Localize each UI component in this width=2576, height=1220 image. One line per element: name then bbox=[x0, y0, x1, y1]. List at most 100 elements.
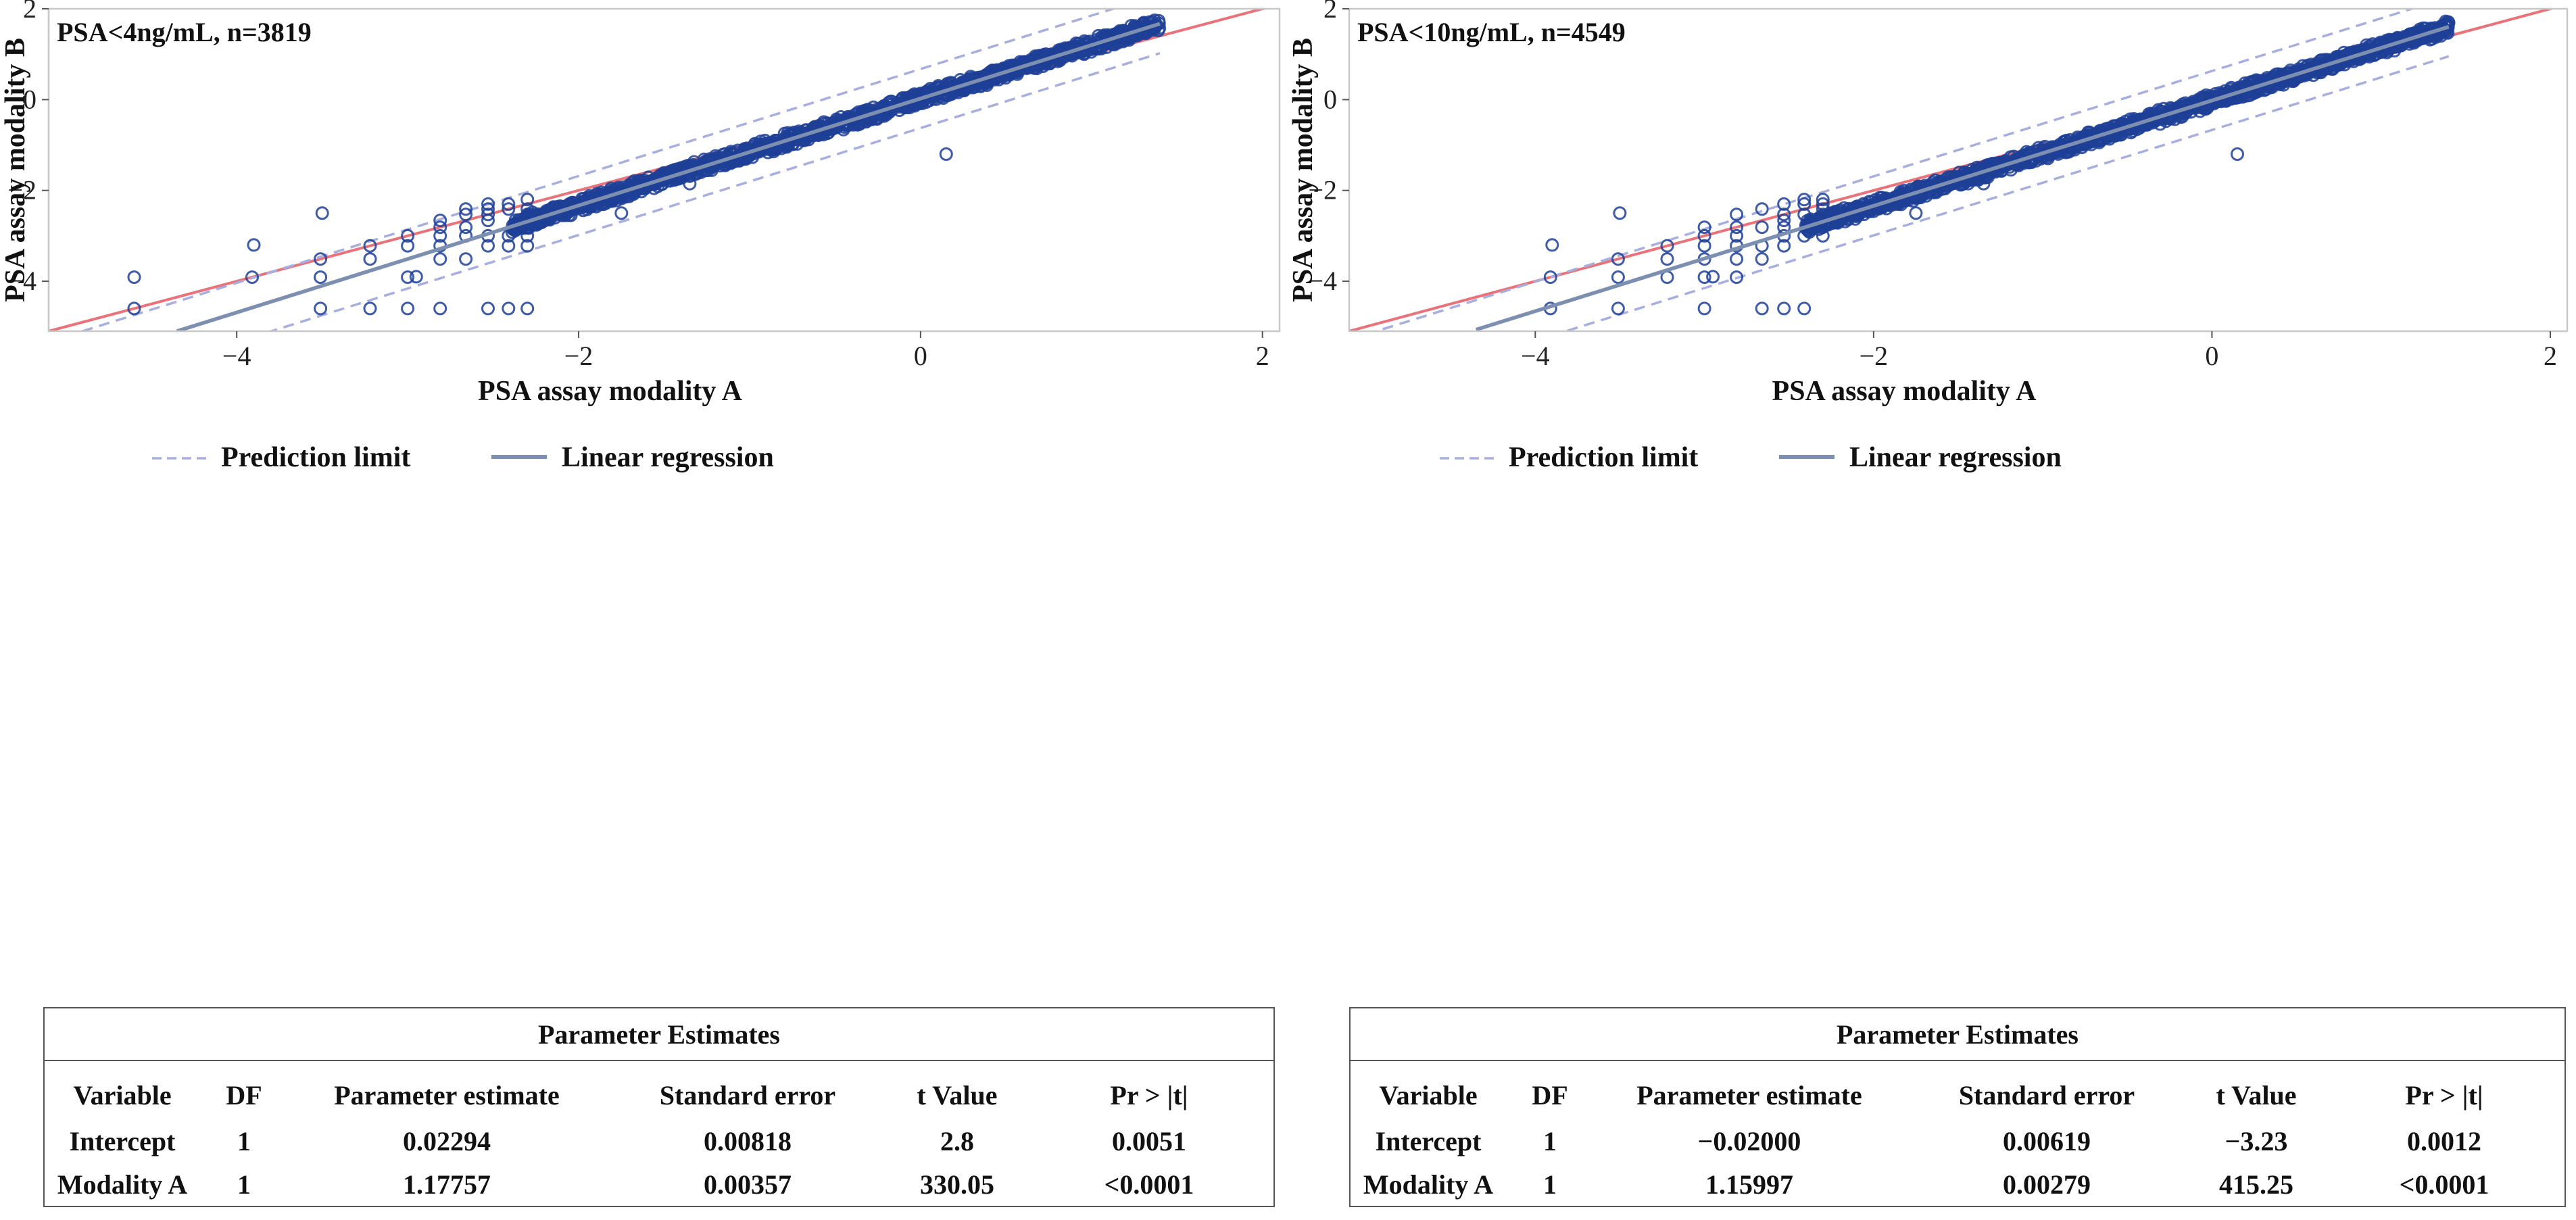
data-point bbox=[1697, 239, 1711, 253]
data-point bbox=[433, 220, 447, 235]
prediction-limit-upper bbox=[78, 9, 1117, 331]
data-point bbox=[1730, 220, 1744, 235]
cell-p-value: <0.0001 bbox=[2399, 1169, 2489, 1200]
data-point bbox=[1797, 208, 1812, 222]
data-point bbox=[459, 220, 473, 235]
cell-p-value: 0.0012 bbox=[2407, 1125, 2481, 1156]
data-point bbox=[1797, 301, 1812, 316]
cell-df: 1 bbox=[1543, 1169, 1557, 1200]
data-point bbox=[433, 214, 447, 228]
column-header-standard-error: Standard error bbox=[1958, 1079, 2135, 1111]
x-tick-label: 0 bbox=[2205, 341, 2218, 371]
data-point bbox=[1797, 228, 1812, 243]
x-tick-label: 2 bbox=[1256, 341, 1269, 371]
data-point bbox=[502, 239, 516, 253]
data-point bbox=[481, 208, 495, 222]
data-point bbox=[1797, 193, 1812, 207]
data-point bbox=[1777, 208, 1791, 222]
y-tick-label: −2 bbox=[1308, 175, 1337, 205]
data-point bbox=[1697, 228, 1711, 243]
x-tick-label: −2 bbox=[1860, 341, 1889, 371]
cell-variable: Intercept bbox=[1375, 1125, 1482, 1156]
data-point bbox=[401, 301, 415, 316]
column-header-t-value: t Value bbox=[2216, 1079, 2297, 1111]
x-axis-title: PSA assay modality A bbox=[1772, 376, 2037, 407]
chart-panel-psa-lt-10: −4 −2 0 2 −4 −2 0 2 PSA<10ng/mL, n=4549 PSA assay… bbox=[1288, 0, 2576, 1220]
column-header-standard-error: Standard error bbox=[659, 1079, 836, 1111]
data-point bbox=[1611, 270, 1625, 285]
data-point bbox=[247, 238, 261, 252]
chart-annotation: PSA<4ng/mL, n=3819 bbox=[57, 17, 312, 47]
table-row: Modality A 1 1.15997 0.00279 415.25 <0.0… bbox=[1350, 1163, 2565, 1206]
data-point bbox=[481, 301, 495, 316]
data-point bbox=[314, 252, 328, 266]
data-point bbox=[401, 270, 415, 285]
legend: Prediction limit Linear regression bbox=[152, 442, 774, 473]
column-header-df: DF bbox=[1532, 1079, 1568, 1111]
column-header-df: DF bbox=[226, 1079, 262, 1111]
data-point bbox=[1697, 220, 1711, 235]
y-axis-title: PSA assay modality B bbox=[1288, 38, 1319, 302]
data-point bbox=[401, 228, 415, 243]
data-point bbox=[520, 202, 535, 216]
table-title: Parameter Estimates bbox=[44, 1008, 1274, 1061]
data-point bbox=[1909, 206, 1923, 220]
data-point bbox=[1777, 301, 1791, 316]
data-point bbox=[1755, 202, 1769, 216]
cell-variable: Modality A bbox=[57, 1169, 188, 1200]
cell-t-value: 2.8 bbox=[940, 1125, 974, 1156]
legend-linear-regression-label: Linear regression bbox=[562, 442, 774, 473]
data-point bbox=[127, 270, 141, 285]
data-point bbox=[1697, 301, 1711, 316]
data-point bbox=[683, 176, 697, 191]
data-point bbox=[433, 252, 447, 266]
cell-std-error: 0.00619 bbox=[2003, 1125, 2091, 1156]
cell-std-error: 0.00279 bbox=[2003, 1169, 2091, 1200]
y-axis-title: PSA assay modality B bbox=[0, 38, 31, 302]
data-point bbox=[502, 197, 516, 211]
x-tick-label: 0 bbox=[914, 341, 927, 371]
data-point bbox=[502, 301, 516, 316]
scatter-chart-psa-lt-10: −4 −2 0 2 −4 −2 0 2 PSA<10ng/mL, n=4549 PSA assay… bbox=[1288, 0, 2569, 473]
data-point bbox=[1730, 252, 1744, 266]
cell-t-value: 415.25 bbox=[2219, 1169, 2293, 1200]
data-point bbox=[363, 301, 377, 316]
cell-std-error: 0.00818 bbox=[704, 1125, 792, 1156]
plot-area bbox=[1349, 9, 2556, 331]
chart-panel-psa-lt-4: −4 −2 0 2 −4 −2 0 2 PSA<4ng/mL, n=3819 PSA assay … bbox=[0, 0, 1281, 1207]
cell-t-value: 330.05 bbox=[920, 1169, 994, 1200]
x-axis-title: PSA assay modality A bbox=[478, 376, 743, 407]
data-point bbox=[939, 147, 953, 161]
column-header-parameter-estimate: Parameter estimate bbox=[334, 1079, 560, 1111]
regression-line bbox=[1475, 24, 2450, 331]
data-point bbox=[1755, 301, 1769, 316]
table-row: Intercept 1 0.02294 0.00818 2.8 0.0051 bbox=[44, 1119, 1274, 1163]
data-point bbox=[520, 193, 535, 207]
cell-variable: Modality A bbox=[1363, 1169, 1494, 1200]
cell-df: 1 bbox=[237, 1125, 251, 1156]
data-point bbox=[1755, 252, 1769, 266]
legend: Prediction limit Linear regression bbox=[1440, 442, 2062, 473]
x-tick-label: −4 bbox=[222, 341, 251, 371]
table-title: Parameter Estimates bbox=[1350, 1008, 2565, 1061]
chart-annotation: PSA<10ng/mL, n=4549 bbox=[1357, 17, 1626, 47]
plot-frame bbox=[1348, 7, 2569, 333]
table-row: Modality A 1 1.17757 0.00357 330.05 <0.0… bbox=[44, 1163, 1274, 1206]
table-row: Intercept 1 −0.02000 0.00619 −3.23 0.001… bbox=[1350, 1119, 2565, 1163]
data-point bbox=[409, 270, 423, 284]
data-point bbox=[315, 206, 329, 220]
y-tick-label: 2 bbox=[1323, 0, 1337, 24]
data-point bbox=[1730, 270, 1744, 285]
data-point bbox=[520, 239, 535, 253]
cell-variable: Intercept bbox=[69, 1125, 176, 1156]
x-tick-label: −2 bbox=[564, 341, 593, 371]
legend-linear-regression-label: Linear regression bbox=[1849, 442, 2062, 473]
data-point bbox=[1152, 16, 1166, 30]
data-point bbox=[502, 202, 516, 216]
data-point bbox=[520, 301, 535, 316]
scatter-chart-psa-lt-4: −4 −2 0 2 −4 −2 0 2 PSA<4ng/mL, n=3819 PSA assay … bbox=[0, 0, 1281, 473]
column-header-t-value: t Value bbox=[917, 1079, 998, 1111]
data-point bbox=[1545, 238, 1559, 252]
data-point bbox=[459, 202, 473, 216]
data-point bbox=[520, 228, 535, 243]
